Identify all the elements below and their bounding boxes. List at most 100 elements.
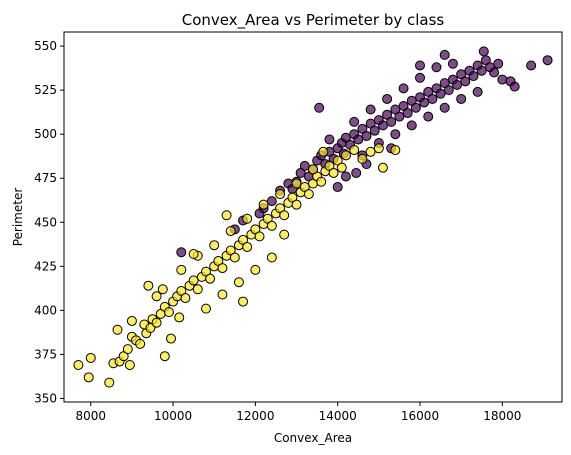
data-point-series-1 <box>176 264 187 275</box>
data-point-series-1 <box>308 164 318 175</box>
data-point-series-0 <box>332 182 343 193</box>
data-point-series-1 <box>166 333 177 344</box>
data-point-series-1 <box>266 252 277 263</box>
data-point-series-0 <box>423 111 434 122</box>
data-point-series-1 <box>221 210 232 221</box>
data-point-series-0 <box>365 104 376 115</box>
data-point-series-0 <box>489 67 500 78</box>
data-point-series-1 <box>217 263 228 274</box>
data-point-series-1 <box>209 240 220 251</box>
data-point-series-1 <box>73 360 84 370</box>
data-point-series-1 <box>163 307 174 318</box>
data-point-series-1 <box>85 352 96 363</box>
data-point-series-0 <box>314 102 325 113</box>
y-tick-label: 375 <box>34 347 57 361</box>
data-point-series-1 <box>124 360 135 370</box>
data-point-series-1 <box>83 372 94 383</box>
data-point-series-1 <box>349 145 360 156</box>
data-point-series-0 <box>176 247 187 258</box>
data-point-series-1 <box>104 377 115 388</box>
y-tick-label: 550 <box>34 39 57 53</box>
data-point-series-1 <box>126 315 137 326</box>
data-point-series-0 <box>456 93 467 104</box>
data-point-series-0 <box>402 108 413 119</box>
y-tick-label: 450 <box>34 215 57 229</box>
data-point-series-0 <box>478 46 489 57</box>
data-point-series-1 <box>373 143 384 154</box>
data-point-series-1 <box>250 264 261 275</box>
data-point-series-0 <box>349 116 360 127</box>
x-tick-label: 16000 <box>401 409 439 423</box>
data-point-series-0 <box>340 171 351 182</box>
data-point-series-1 <box>188 275 199 286</box>
data-point-series-0 <box>361 130 372 141</box>
data-point-series-1 <box>174 312 185 323</box>
data-point-series-1 <box>291 178 302 189</box>
data-point-series-0 <box>497 74 508 85</box>
data-point-series-1 <box>157 284 168 295</box>
data-point-series-1 <box>159 351 170 362</box>
data-point-series-1 <box>200 303 211 314</box>
data-point-series-1 <box>328 167 339 178</box>
x-tick-label: 14000 <box>319 409 357 423</box>
data-point-series-1 <box>275 189 286 200</box>
x-axis-ticks: 8000 10000 12000 14000 16000 18000 <box>75 402 521 423</box>
data-point-series-0 <box>377 120 388 131</box>
plot-frame <box>63 31 563 403</box>
data-point-series-1 <box>238 296 249 307</box>
data-point-series-1 <box>242 241 253 252</box>
y-axis-label: Perimeter <box>11 188 25 247</box>
data-point-series-1 <box>143 280 154 291</box>
data-point-series-1 <box>233 277 244 288</box>
data-point-series-1 <box>318 146 329 157</box>
data-point-series-1 <box>390 145 401 156</box>
data-point-series-1 <box>151 291 162 302</box>
x-tick-label: 18000 <box>483 409 521 423</box>
data-point-series-1 <box>205 273 216 284</box>
data-point-series-0 <box>542 55 553 66</box>
x-tick-label: 10000 <box>154 409 192 423</box>
data-point-series-1 <box>357 153 368 164</box>
data-point-series-1 <box>180 293 191 304</box>
x-axis-label: Convex_Area <box>274 431 352 445</box>
data-point-series-0 <box>443 85 454 96</box>
data-point-series-0 <box>324 134 335 145</box>
data-point-series-0 <box>476 65 487 76</box>
data-point-series-0 <box>419 97 430 108</box>
data-point-series-0 <box>439 102 450 113</box>
data-point-series-0 <box>435 88 446 99</box>
y-axis-ticks: 350 375 400 425 450 475 500 525 550 <box>34 39 64 405</box>
data-point-series-1 <box>225 226 236 237</box>
data-point-series-0 <box>415 72 426 83</box>
data-point-series-1 <box>192 284 203 295</box>
data-point-series-0 <box>410 102 421 113</box>
data-point-series-0 <box>382 93 393 104</box>
data-point-series-1 <box>254 231 265 242</box>
data-point-series-0 <box>427 93 438 104</box>
y-tick-label: 425 <box>34 259 57 273</box>
data-point-series-1 <box>291 199 302 210</box>
data-point-series-0 <box>398 83 409 94</box>
data-point-series-1 <box>303 189 314 200</box>
data-point-series-0 <box>526 60 537 71</box>
data-point-series-1 <box>151 317 162 328</box>
data-point-series-1 <box>229 252 240 263</box>
data-point-series-1 <box>279 210 290 221</box>
data-point-series-0 <box>472 86 483 97</box>
data-point-series-0 <box>351 167 362 178</box>
data-point-series-1 <box>188 249 199 259</box>
chart-title: Convex_Area vs Perimeter by class <box>182 11 445 30</box>
data-point-series-1 <box>279 229 290 240</box>
data-point-series-0 <box>452 79 463 90</box>
data-point-series-0 <box>369 125 380 136</box>
data-point-series-1 <box>266 220 277 231</box>
data-point-series-1 <box>135 338 146 349</box>
y-tick-label: 350 <box>34 391 57 405</box>
points-layer <box>73 46 553 388</box>
data-point-series-0 <box>509 81 520 92</box>
data-point-series-0 <box>266 196 277 207</box>
x-tick-label: 8000 <box>75 409 106 423</box>
data-point-series-0 <box>394 111 405 122</box>
data-point-series-1 <box>316 176 327 187</box>
data-point-series-1 <box>336 162 347 173</box>
